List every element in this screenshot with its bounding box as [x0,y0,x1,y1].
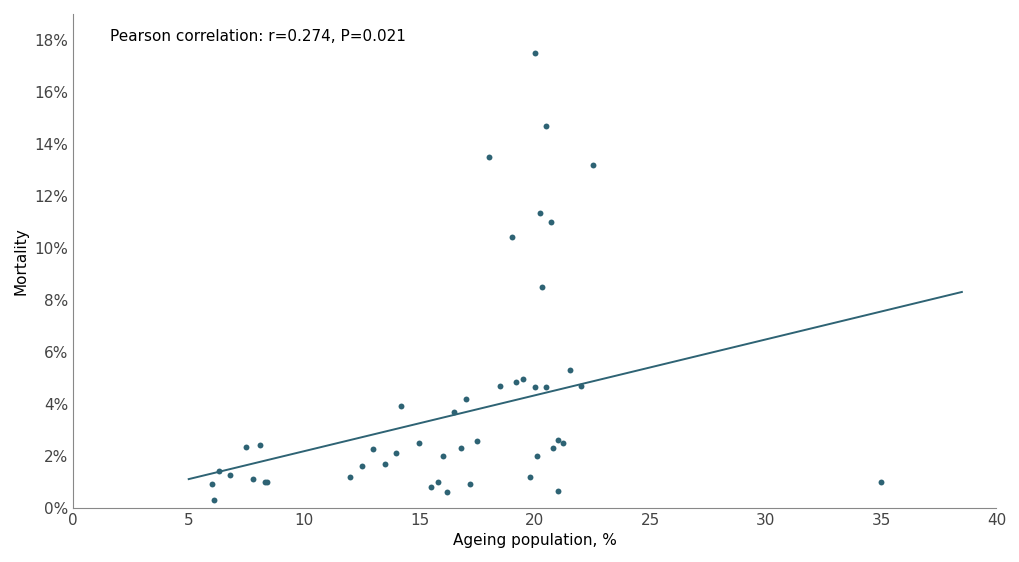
Point [462,480,478,489]
Text: Pearson correlation: r=0.274, P=0.021: Pearson correlation: r=0.274, P=0.021 [110,29,406,44]
Point [549,486,566,495]
Point [388,448,405,457]
Point [584,160,600,169]
Point [452,443,469,452]
Point [507,377,524,386]
Point [245,475,261,484]
Point [204,480,220,489]
Point [423,482,439,491]
Point [503,233,520,242]
Point [257,477,273,486]
Point [533,282,549,291]
Point [259,477,275,486]
Point [429,477,445,486]
Point [222,471,238,480]
Point [545,443,561,452]
Point [491,381,507,390]
Y-axis label: Mortality: Mortality [14,227,29,294]
Point [438,488,454,497]
Point [515,374,531,383]
Point [573,381,589,390]
Point [210,467,226,476]
Point [872,477,889,486]
Point [354,461,370,470]
Point [549,436,566,445]
Point [560,365,577,374]
Point [531,208,547,217]
Point [526,382,542,391]
Point [252,441,268,450]
Point [392,402,409,411]
Point [445,407,462,416]
Point [526,48,542,57]
Point [365,445,381,454]
Point [469,437,485,446]
Point [538,121,554,130]
Point [206,495,222,504]
Point [341,472,358,481]
Point [238,442,255,451]
Point [538,382,554,391]
Point [522,472,538,481]
Point [554,438,571,447]
Point [458,394,474,403]
Point [529,451,545,460]
Point [542,217,558,226]
Point [434,451,450,460]
Point [480,152,496,161]
Point [411,438,427,447]
Point [376,459,392,468]
X-axis label: Ageing population, %: Ageing population, % [452,533,616,548]
